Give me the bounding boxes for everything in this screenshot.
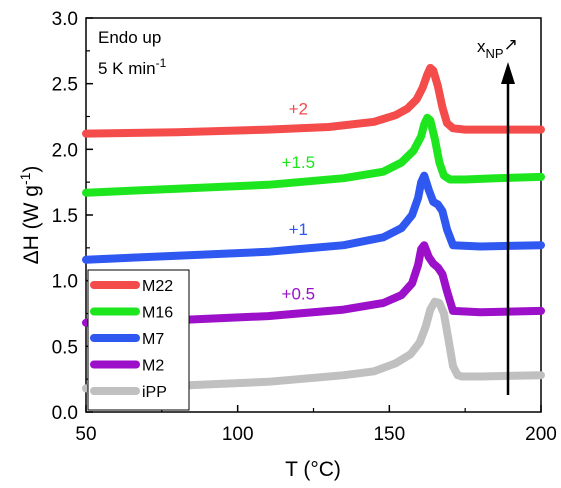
y-axis: 0.0 0.5 1.0 1.5 2.0 2.5 3.0 bbox=[52, 9, 93, 424]
x-tick-label: 150 bbox=[373, 424, 405, 445]
series-line-m22 bbox=[82, 63, 545, 138]
xnp-label-sub: NP bbox=[486, 46, 504, 61]
x-tick-label: 100 bbox=[222, 424, 254, 445]
series-line-m7 bbox=[82, 171, 545, 264]
endo-annotation: Endo up bbox=[98, 28, 161, 47]
rate-annotation-sup: -1 bbox=[156, 56, 167, 70]
xnp-label: xNP↗ bbox=[477, 35, 518, 61]
offset-label-m2: +0.5 bbox=[282, 285, 316, 304]
offset-label-m16: +1.5 bbox=[282, 153, 316, 172]
y-tick-label: 0.5 bbox=[52, 337, 78, 358]
legend: M22 M16 M7 M2 iPP bbox=[87, 269, 190, 411]
legend-label-m16: M16 bbox=[142, 305, 173, 322]
x-axis-title: T (°C) bbox=[285, 458, 341, 481]
series-line-m2 bbox=[82, 241, 545, 327]
y-axis-title-close: ) bbox=[20, 166, 43, 173]
y-tick-label: 2.0 bbox=[52, 140, 78, 161]
legend-label-m2: M2 bbox=[142, 358, 164, 375]
y-tick-label: 1.0 bbox=[52, 272, 78, 293]
y-axis-title-sup: -1 bbox=[17, 172, 33, 185]
y-axis-title: ΔH (W g-1) bbox=[17, 166, 43, 265]
y-axis-title-main: ΔH (W g bbox=[20, 185, 43, 264]
xnp-arrow bbox=[501, 62, 515, 395]
offset-label-m22: +2 bbox=[289, 99, 308, 118]
legend-label-ipp: iPP bbox=[142, 384, 167, 401]
x-tick-label: 200 bbox=[525, 424, 557, 445]
xnp-label-main: x bbox=[477, 37, 486, 56]
y-tick-label: 2.5 bbox=[52, 75, 78, 96]
x-tick-label: 50 bbox=[75, 424, 96, 445]
series-line-ipp bbox=[82, 297, 545, 393]
offset-labels: +2 +1.5 +1 +0.5 bbox=[282, 99, 316, 303]
series-line-m16 bbox=[82, 113, 545, 197]
legend-label-m7: M7 bbox=[142, 331, 164, 348]
rate-annotation: 5 K min-1 bbox=[98, 56, 167, 78]
y-tick-label: 1.5 bbox=[52, 206, 78, 227]
x-axis: 50 100 150 200 bbox=[75, 405, 557, 445]
y-tick-label: 0.0 bbox=[52, 403, 78, 424]
series-layer bbox=[82, 63, 545, 393]
offset-label-m7: +1 bbox=[289, 220, 308, 239]
y-tick-label: 3.0 bbox=[52, 9, 78, 30]
legend-label-m22: M22 bbox=[142, 278, 173, 295]
xnp-arrowhead bbox=[501, 62, 515, 84]
xnp-label-mark: ↗ bbox=[504, 35, 518, 54]
rate-annotation-main: 5 K min bbox=[98, 59, 156, 78]
